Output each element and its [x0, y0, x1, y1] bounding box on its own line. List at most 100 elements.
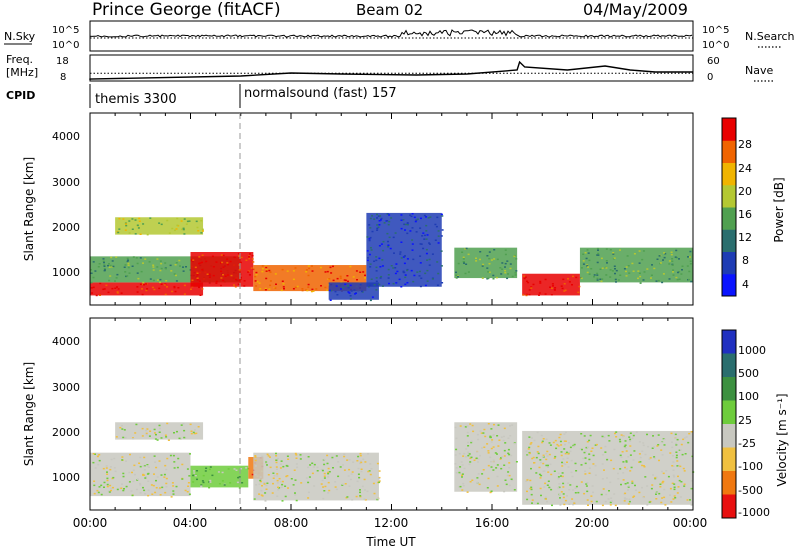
heat-speck [158, 287, 161, 290]
heat-speck [529, 487, 532, 490]
heat-speck [139, 257, 142, 259]
heat-speck [121, 456, 124, 458]
heat-speck [426, 259, 429, 261]
heat-speck [663, 438, 666, 441]
heat-speck [400, 257, 403, 259]
heat-speck [553, 457, 556, 459]
heat-speck [464, 248, 467, 250]
heat-speck [670, 251, 673, 253]
heat-speck [208, 273, 211, 275]
heat-speck [132, 437, 135, 440]
heat-speck [359, 283, 362, 286]
freq-label-2: [MHz] [6, 66, 38, 79]
heat-speck [665, 470, 668, 472]
heat-speck [183, 233, 186, 235]
heat-speck [633, 495, 636, 497]
heat-speck [660, 449, 663, 451]
heat-speck [557, 472, 560, 475]
heat-speck [542, 470, 545, 472]
heat-speck [190, 259, 193, 261]
heat-speck [256, 280, 259, 283]
heat-speck [168, 232, 171, 234]
heat-speck [466, 425, 469, 427]
heat-speck [357, 467, 360, 470]
heat-speck [469, 481, 472, 483]
heat-speck [642, 250, 645, 252]
heat-speck [590, 495, 593, 497]
heat-speck [198, 280, 201, 282]
heat-speck [160, 283, 163, 285]
heat-speck [142, 281, 145, 284]
heat-speck [621, 451, 624, 453]
heat-speck [375, 280, 378, 283]
heat-speck [293, 469, 296, 471]
heat-speck [186, 491, 189, 493]
heat-speck [182, 422, 185, 425]
heat-speck [148, 435, 151, 437]
heat-speck [310, 290, 313, 293]
heat-region-6 [522, 430, 693, 505]
heat-speck [607, 498, 610, 500]
heat-speck [95, 294, 98, 297]
heat-speck [174, 264, 177, 266]
heat-speck [166, 457, 169, 460]
date-title: 04/May/2009 [583, 0, 688, 19]
heat-speck [544, 496, 547, 499]
heat-speck [670, 432, 673, 435]
heat-speck [674, 497, 677, 499]
heat-speck [614, 504, 617, 507]
heat-speck [488, 251, 491, 253]
heat-speck [90, 272, 93, 274]
heat-speck [135, 257, 138, 259]
colorbar-swatch-3 [722, 400, 736, 425]
heat-speck [189, 423, 192, 426]
heat-speck [307, 265, 310, 267]
heat-speck [414, 220, 417, 223]
heat-speck [671, 446, 674, 449]
heat-speck [205, 260, 208, 263]
heat-speck [409, 230, 412, 232]
heat-speck [594, 465, 597, 467]
heat-speck [400, 214, 403, 216]
heat-speck [502, 435, 505, 438]
heat-speck [681, 453, 684, 456]
nsearch-label: N.Search [745, 30, 795, 43]
heat-speck [378, 477, 381, 480]
velocity-cbar-tick-100: 100 [738, 390, 759, 403]
heat-speck [347, 280, 349, 283]
heat-speck [526, 280, 528, 283]
heat-speck [601, 435, 604, 438]
heat-speck [486, 267, 489, 269]
heat-speck [419, 262, 422, 264]
heat-speck [306, 289, 309, 292]
heat-speck [110, 256, 113, 259]
heat-speck [669, 452, 672, 454]
heat-speck [173, 285, 176, 288]
heat-speck [145, 432, 148, 435]
heat-speck [208, 468, 211, 471]
heat-speck [369, 463, 372, 465]
heat-speck [128, 272, 131, 274]
heat-speck [163, 284, 166, 286]
heat-speck [100, 493, 103, 496]
heat-speck [563, 433, 566, 435]
heat-speck [179, 265, 181, 267]
velocity-cbar-label: Velocity [m s⁻¹] [775, 393, 789, 486]
heat-speck [654, 477, 657, 480]
heat-speck [124, 229, 127, 231]
heat-speck [360, 470, 363, 473]
heat-speck [675, 454, 678, 457]
heat-speck [674, 433, 677, 436]
heat-speck [226, 263, 229, 266]
heat-speck [570, 459, 573, 462]
heat-speck [459, 485, 462, 488]
heat-speck [229, 260, 232, 263]
heat-speck [526, 454, 529, 456]
heat-speck [483, 428, 486, 431]
colorbar-swatch-7 [722, 494, 736, 519]
heat-speck [394, 232, 397, 234]
heat-speck [146, 464, 149, 466]
heat-speck [249, 253, 251, 255]
heat-speck [175, 280, 178, 282]
heat-speck [673, 488, 676, 491]
